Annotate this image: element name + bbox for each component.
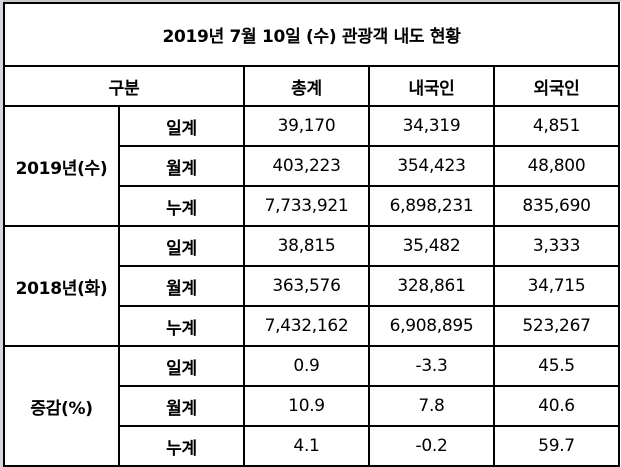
row-label-daily: 일계 xyxy=(118,225,245,267)
cell-total: 363,576 xyxy=(243,265,370,307)
cell-total: 7,733,921 xyxy=(243,185,370,227)
row-label-cumulative: 누계 xyxy=(118,305,245,347)
table-row: 누계 4.1 -0.2 59.7 xyxy=(4,425,621,467)
group-label-2019: 2019년(수) xyxy=(3,105,120,227)
cell-foreign: 4,851 xyxy=(492,105,621,147)
cell-foreign: 40.6 xyxy=(492,385,621,427)
row-label-monthly: 월계 xyxy=(118,145,245,187)
cell-domestic: 6,908,895 xyxy=(368,305,495,347)
cell-total: 38,815 xyxy=(243,225,370,267)
cell-total: 7,432,162 xyxy=(243,305,370,347)
cell-foreign: 45.5 xyxy=(492,345,621,387)
cell-foreign: 835,690 xyxy=(492,185,621,227)
row-label-daily: 일계 xyxy=(118,105,245,147)
cell-total: 4.1 xyxy=(243,425,370,467)
cell-total: 10.9 xyxy=(243,385,370,427)
table-row: 증감(%) 일계 0.9 -3.3 45.5 xyxy=(3,345,621,467)
header-category: 구분 xyxy=(3,65,245,107)
cell-domestic: 7.8 xyxy=(368,385,495,427)
cell-foreign: 34,715 xyxy=(492,265,621,307)
cell-domestic: 34,319 xyxy=(368,105,495,147)
row-label-cumulative: 누계 xyxy=(118,185,245,227)
window-left-edge xyxy=(0,0,3,467)
table-row: 누계 7,432,162 6,908,895 523,267 xyxy=(4,305,621,347)
header-domestic: 내국인 xyxy=(368,65,495,107)
group-label-2018: 2018년(화) xyxy=(3,225,120,347)
window-top-edge xyxy=(0,0,621,2)
cell-domestic: -0.2 xyxy=(368,425,495,467)
table-row: 월계 403,223 354,423 48,800 xyxy=(4,145,621,187)
row-label-cumulative: 누계 xyxy=(118,425,245,467)
cell-domestic: -3.3 xyxy=(368,345,495,387)
row-label-monthly: 월계 xyxy=(118,265,245,307)
table-title: 2019년 7월 10일 (수) 관광객 내도 현황 xyxy=(2,2,621,67)
cell-foreign: 48,800 xyxy=(492,145,621,187)
cell-total: 39,170 xyxy=(243,105,370,147)
cell-total: 0.9 xyxy=(243,345,370,387)
cell-foreign: 3,333 xyxy=(492,225,621,267)
row-label-daily: 일계 xyxy=(118,345,245,387)
cell-domestic: 6,898,231 xyxy=(368,185,495,227)
cell-foreign: 59.7 xyxy=(492,425,621,467)
cell-domestic: 354,423 xyxy=(368,145,495,187)
cell-foreign: 523,267 xyxy=(492,305,621,347)
table-row: 누계 7,733,921 6,898,231 835,690 xyxy=(4,185,621,227)
row-label-monthly: 월계 xyxy=(118,385,245,427)
cell-domestic: 35,482 xyxy=(368,225,495,267)
header-total: 총계 xyxy=(243,65,370,107)
table-row: 2018년(화) 일계 38,815 35,482 3,333 xyxy=(3,225,621,347)
cell-total: 403,223 xyxy=(243,145,370,187)
table-row: 월계 10.9 7.8 40.6 xyxy=(4,385,621,427)
table-row: 월계 363,576 328,861 34,715 xyxy=(4,265,621,307)
table-row: 2019년(수) 일계 39,170 34,319 4,851 xyxy=(3,105,621,227)
header-foreign: 외국인 xyxy=(492,65,621,107)
cell-domestic: 328,861 xyxy=(368,265,495,307)
group-label-change: 증감(%) xyxy=(3,345,120,467)
